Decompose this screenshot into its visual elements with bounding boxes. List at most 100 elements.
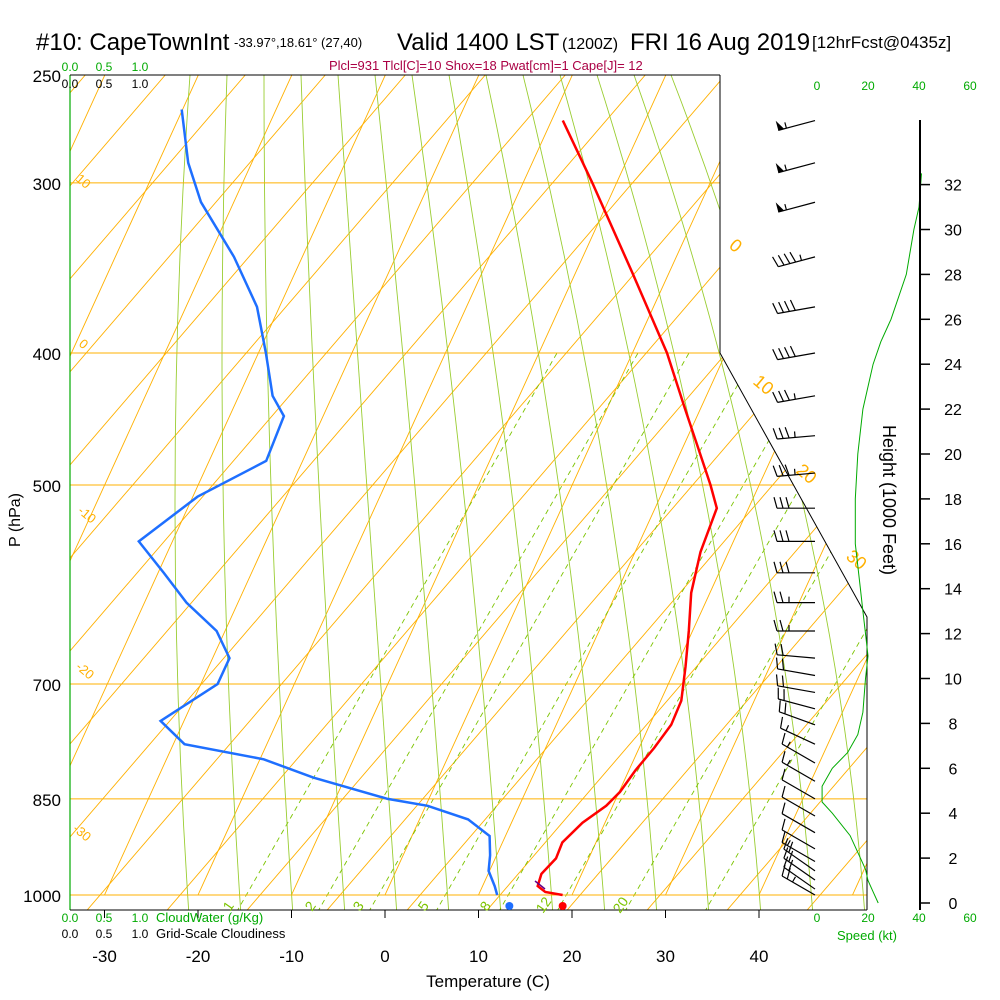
moist-adiabat-line — [596, 75, 763, 910]
wind-barb-feather — [773, 497, 778, 509]
height-tick-label: 12 — [944, 627, 962, 644]
wind-barb-feather — [783, 346, 790, 358]
mixing-ratio-line — [551, 352, 867, 910]
dewpoint-profile-line — [137, 109, 499, 896]
dry-adiabat-line — [70, 75, 726, 910]
wind-barb-feather — [778, 427, 784, 439]
height-tick-label: 10 — [944, 672, 962, 689]
wind-barb — [775, 657, 816, 677]
wind-barb-staff — [779, 711, 816, 726]
wind-barb-feather — [777, 255, 785, 266]
wind-barb-feather — [781, 831, 786, 843]
wind-barb — [775, 119, 816, 131]
wind-barb-staff — [777, 472, 816, 477]
wind-barb — [773, 530, 815, 542]
mixing-ratio-line — [619, 352, 867, 910]
speed-bottom-label: 40 — [912, 911, 926, 925]
wind-barb — [777, 687, 816, 710]
dry-adiabat-line — [70, 75, 646, 910]
dry-adiabat-line — [549, 75, 867, 910]
wind-barb-staff — [781, 813, 816, 834]
wind-barb-half-feather — [786, 759, 791, 766]
moist-adiabat-line — [670, 75, 867, 910]
surface-temperature-dot — [558, 902, 567, 910]
mixing-ratio-label: 20 — [609, 894, 631, 916]
pressure-tick-label: 500 — [33, 477, 61, 496]
wind-barb — [781, 732, 816, 764]
speed-bottom-label: 0 — [814, 911, 821, 925]
dry-adiabat-line — [70, 75, 326, 910]
x-tick-label: 0 — [380, 947, 389, 966]
wind-barb — [779, 716, 816, 745]
moist-adiabat-line — [263, 75, 295, 910]
dry-adiabat-line — [70, 75, 486, 910]
isotherm-line — [758, 75, 867, 896]
wind-barb-staff — [778, 119, 816, 131]
x-axis-title: Temperature (C) — [426, 972, 550, 991]
wind-barb-staff — [777, 352, 816, 361]
wind-barb-half-feather — [784, 164, 787, 171]
wind-barb — [773, 591, 815, 604]
height-tick-label: 2 — [949, 851, 958, 868]
mixing-ratio-line — [312, 352, 639, 910]
moist-adiabat-line — [559, 75, 711, 910]
pressure-tick-label: 300 — [33, 175, 61, 194]
isotherm-line — [70, 75, 273, 896]
dry-adiabat-label: 10 — [73, 171, 94, 192]
mixing-ratio-line — [699, 352, 867, 910]
wind-barb-feather — [785, 530, 790, 542]
wind-barb — [773, 497, 815, 509]
wind-barb-feather — [789, 299, 796, 311]
moist-adiabat-line — [522, 75, 659, 910]
height-tick-label: 22 — [944, 402, 962, 419]
wind-barb-feather — [781, 658, 785, 671]
wind-barb-staff — [778, 162, 816, 174]
cloudiness-top-label: 0.5 — [96, 77, 113, 91]
dry-adiabat-label: -20 — [73, 659, 97, 683]
wind-barb-feather — [772, 302, 779, 314]
cloudiness-bottom-label: 0.0 — [62, 927, 79, 941]
dry-adiabat-line — [70, 75, 806, 910]
cloudwater-top-label: 0.0 — [62, 60, 79, 74]
x-tick-label: -10 — [279, 947, 304, 966]
wind-barb — [773, 561, 815, 574]
x-tick-label: 30 — [656, 947, 675, 966]
wind-barb-feather — [773, 530, 778, 542]
wind-barb-feather — [783, 389, 790, 401]
wind-barb-feather — [773, 591, 778, 603]
wind-barb-feather — [772, 465, 778, 477]
x-tick-label: 40 — [750, 947, 769, 966]
wind-barb-feather — [785, 561, 790, 573]
speed-top-label: 60 — [963, 79, 977, 93]
cloudiness-top-label: 0.0 — [62, 77, 79, 91]
wind-barb-feather — [783, 838, 789, 850]
wind-barb — [778, 700, 816, 726]
wind-barb-half-feather — [793, 393, 796, 400]
wind-barb-staff — [781, 842, 816, 863]
wind-barb-feather — [783, 300, 790, 312]
height-tick-label: 18 — [944, 492, 962, 509]
mixing-ratio-line — [363, 352, 690, 910]
sounding-profiles — [137, 109, 719, 910]
dry-adiabat-line — [709, 75, 867, 910]
wind-barb-feather — [783, 847, 789, 859]
wind-barb — [783, 847, 816, 881]
wind-barb — [775, 162, 816, 174]
temperature-profile-line — [536, 119, 719, 897]
cloudwater-top-label: 1.0 — [132, 60, 149, 74]
mixing-ratio-line — [231, 352, 558, 910]
wind-barb-feather — [780, 644, 784, 656]
valid-time: Valid 1400 LST — [397, 29, 560, 56]
wind-barb — [772, 427, 816, 440]
isotherm-line — [665, 75, 867, 896]
wind-barb-half-feather — [793, 431, 796, 438]
wind-barb-staff — [781, 875, 816, 896]
wind-barb-staff — [783, 866, 816, 890]
wind-barb-feather — [779, 591, 784, 603]
surface-dewpoint-dot — [505, 902, 514, 910]
wind-barb-staff — [781, 761, 816, 782]
wind-barb — [775, 674, 816, 694]
wind-barb-feather — [778, 464, 784, 477]
